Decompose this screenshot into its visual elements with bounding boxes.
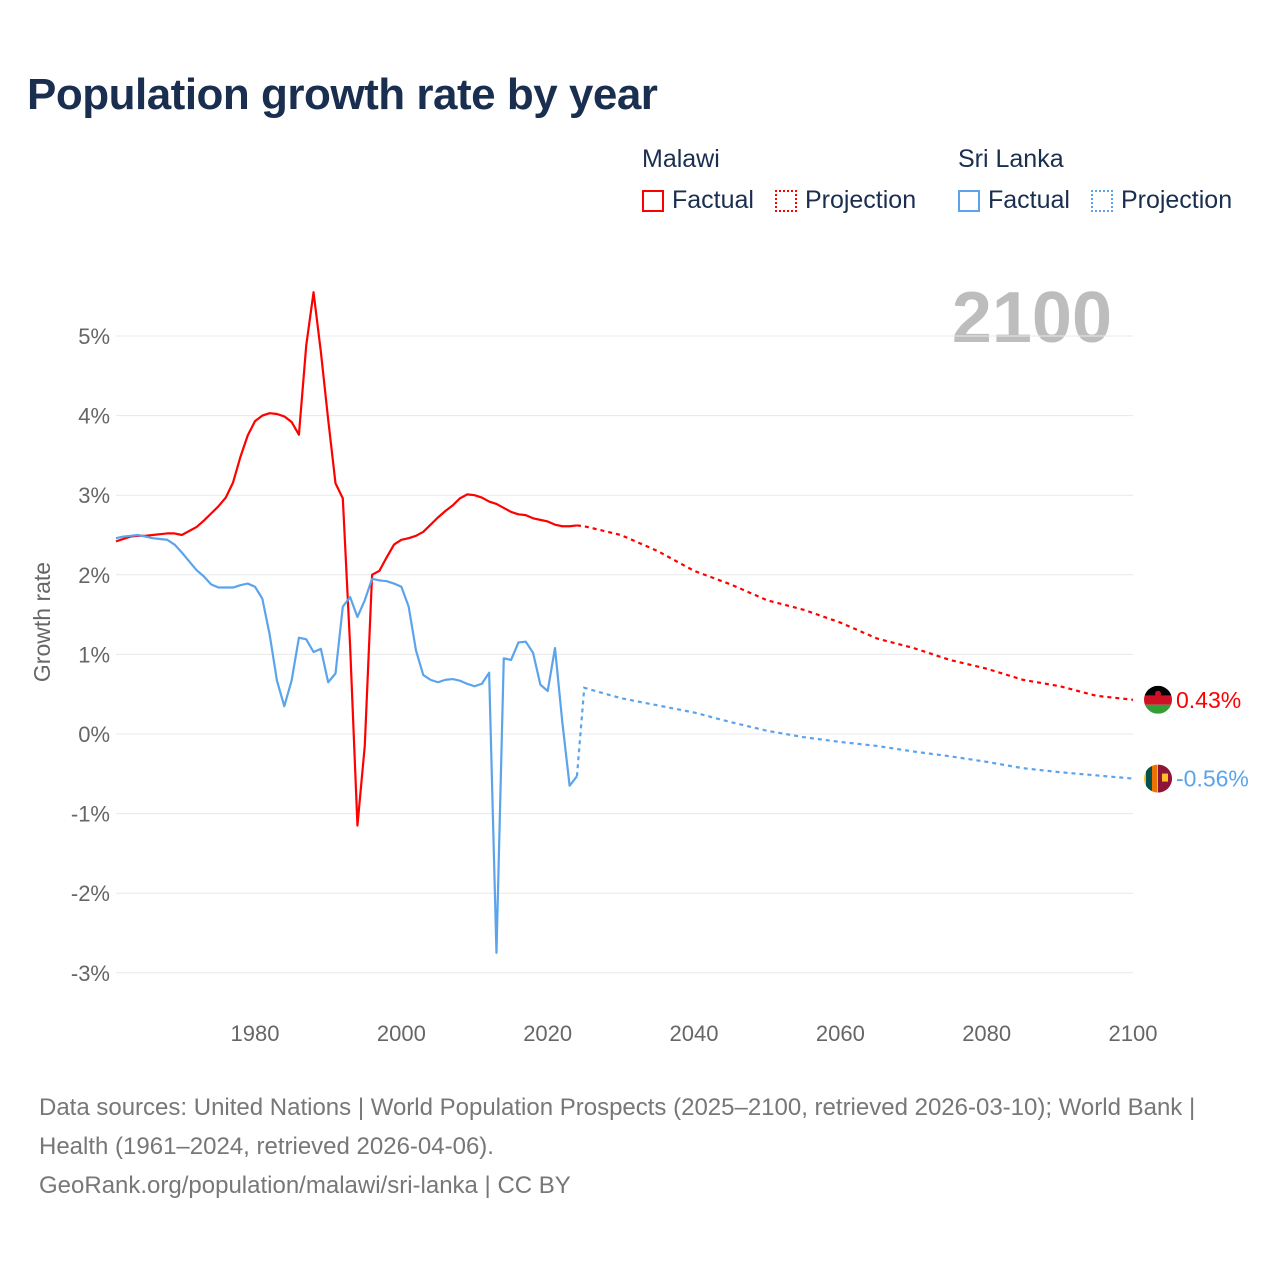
chart-title: Population growth rate by year bbox=[27, 70, 658, 119]
legend-group-name: Sri Lanka bbox=[958, 145, 1064, 173]
sri-lanka-flag-icon bbox=[1144, 764, 1172, 793]
flag-stripe-green bbox=[1146, 764, 1152, 793]
legend-label: Factual bbox=[988, 186, 1070, 214]
y-tick-label: 1% bbox=[78, 642, 110, 667]
y-tick-label: -1% bbox=[71, 802, 110, 827]
legend-sri-lanka: Sri Lanka Factual Projection bbox=[958, 145, 1246, 219]
year-watermark: 2100 bbox=[952, 278, 1112, 358]
dotted-swatch-icon bbox=[774, 189, 797, 212]
sri-lanka-factual-line bbox=[115, 533, 578, 955]
legend-group-name: Malawi bbox=[642, 145, 720, 173]
y-tick-label: 0% bbox=[78, 722, 110, 747]
solid-swatch-icon bbox=[642, 189, 664, 212]
x-tick-label: 2000 bbox=[377, 1021, 426, 1046]
x-tick-label: 2020 bbox=[523, 1021, 572, 1046]
y-axis-label: Growth rate bbox=[29, 562, 55, 682]
x-tick-label: 1980 bbox=[231, 1021, 280, 1046]
legend-malawi: Malawi Factual Projection bbox=[642, 145, 930, 219]
sri-lanka-projection-line bbox=[575, 686, 1134, 780]
x-tick-label: 2100 bbox=[1109, 1021, 1158, 1046]
legend-label: Projection bbox=[804, 186, 917, 214]
legend-sri-lanka-projection[interactable]: Projection bbox=[1090, 186, 1233, 215]
malawi-flag-icon bbox=[1144, 685, 1172, 714]
x-tick-label: 2040 bbox=[670, 1021, 719, 1046]
x-tick-label: 2060 bbox=[816, 1021, 865, 1046]
sri-lanka-end-value: -0.56% bbox=[1176, 766, 1249, 792]
malawi-projection-line bbox=[576, 524, 1134, 701]
credit-link[interactable]: GeoRank.org/population/malawi/sri-lanka … bbox=[39, 1172, 571, 1199]
flag-stripe-green bbox=[1144, 704, 1172, 714]
footer: Data sources: United Nations | World Pop… bbox=[39, 1088, 1239, 1205]
solid-swatch-icon bbox=[958, 189, 980, 212]
y-tick-label: -2% bbox=[71, 881, 110, 906]
data-sources: Data sources: United Nations | World Pop… bbox=[39, 1094, 1196, 1160]
malawi-end-value: 0.43% bbox=[1176, 687, 1241, 713]
y-tick-label: 3% bbox=[78, 483, 110, 508]
line-chart: 2100 Growth rate 5% 4% 3% 2% 1% 0% -1% -2% -3% 19… bbox=[29, 278, 1249, 1046]
malawi-factual-line bbox=[115, 291, 578, 827]
legend-label: Factual bbox=[672, 186, 754, 214]
x-tick-label: 2080 bbox=[962, 1021, 1011, 1046]
flag-stripe-red bbox=[1144, 695, 1172, 705]
y-tick-label: -3% bbox=[71, 961, 110, 986]
flag-stripe-orange bbox=[1152, 764, 1157, 793]
legend-sri-lanka-factual[interactable]: Factual bbox=[958, 186, 1070, 215]
legend-malawi-projection[interactable]: Projection bbox=[774, 186, 917, 215]
legend-malawi-factual[interactable]: Factual bbox=[642, 186, 754, 215]
y-tick-label: 2% bbox=[78, 563, 110, 588]
flag-lion bbox=[1162, 773, 1168, 782]
y-tick-label: 4% bbox=[78, 404, 110, 429]
legend-label: Projection bbox=[1120, 186, 1233, 214]
dotted-swatch-icon bbox=[1090, 189, 1113, 212]
y-tick-label: 5% bbox=[78, 324, 110, 349]
flag-sun bbox=[1155, 690, 1161, 697]
